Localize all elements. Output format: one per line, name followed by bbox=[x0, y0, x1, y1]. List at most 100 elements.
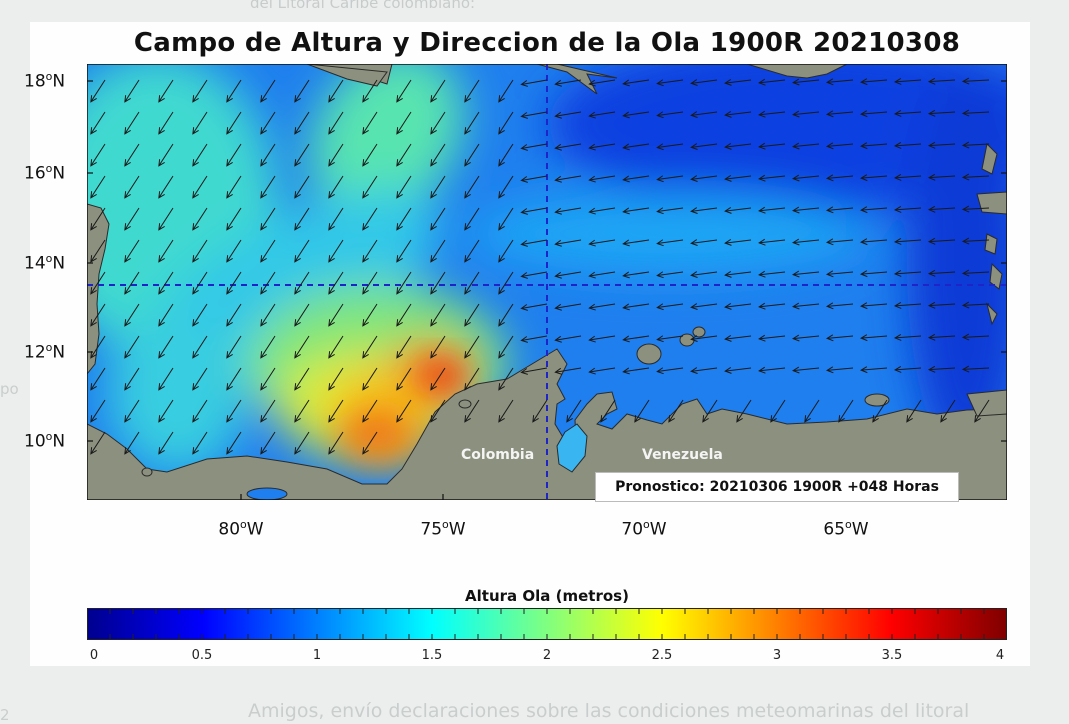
wave-arrow-head bbox=[893, 334, 902, 341]
wave-arrow-head bbox=[124, 383, 131, 391]
wave-arrow bbox=[328, 79, 344, 103]
wave-arrow bbox=[294, 207, 310, 231]
wave-arrow-head bbox=[328, 159, 335, 167]
wave-arrow bbox=[827, 367, 854, 371]
wave-arrow-head bbox=[859, 206, 868, 214]
wave-arrow-head bbox=[362, 383, 369, 391]
wave-arrow bbox=[929, 111, 956, 115]
wave-arrow bbox=[396, 335, 412, 359]
wave-arrow-head bbox=[464, 255, 471, 263]
wave-arrow bbox=[691, 207, 718, 212]
wave-arrow bbox=[929, 207, 956, 211]
wave-arrow bbox=[498, 271, 514, 295]
wave-arrow bbox=[623, 143, 650, 149]
wave-arrow bbox=[328, 271, 344, 295]
wave-arrow bbox=[124, 143, 140, 167]
wave-arrow-head bbox=[328, 351, 335, 359]
wave-arrow bbox=[294, 335, 310, 359]
wave-height-map bbox=[87, 64, 1007, 500]
wave-arrow bbox=[192, 207, 208, 231]
colorbar-ticks bbox=[87, 608, 1007, 640]
wave-arrow-head bbox=[690, 335, 698, 343]
wave-arrow bbox=[623, 175, 650, 181]
wave-arrow-head bbox=[690, 239, 698, 247]
wave-arrow bbox=[362, 175, 378, 199]
map-title: Campo de Altura y Direccion de la Ola 19… bbox=[133, 28, 961, 58]
wave-arrow bbox=[827, 143, 854, 147]
wave-arrow bbox=[657, 143, 684, 149]
wave-arrow-head bbox=[520, 112, 528, 119]
wave-arrow bbox=[589, 335, 616, 341]
central-america-land bbox=[87, 203, 110, 375]
wave-arrow-head bbox=[554, 303, 562, 311]
wave-arrow-head bbox=[668, 415, 675, 423]
wave-arrow bbox=[362, 399, 378, 423]
wave-arrow-head bbox=[893, 110, 902, 117]
wave-arrow-head bbox=[294, 287, 301, 295]
wave-arrow bbox=[498, 335, 514, 359]
wave-arrow-head bbox=[192, 319, 199, 327]
wave-arrow bbox=[328, 431, 344, 455]
wave-arrow bbox=[657, 367, 684, 373]
wave-arrow-head bbox=[656, 367, 664, 375]
wave-arrow-head bbox=[859, 334, 868, 342]
wave-arrow-head bbox=[554, 175, 562, 183]
wave-arrow-head bbox=[520, 176, 528, 183]
wave-arrow bbox=[430, 143, 446, 167]
wave-arrow-head bbox=[124, 255, 131, 263]
wave-arrow-head bbox=[622, 239, 630, 247]
wave-arrow bbox=[555, 335, 582, 341]
wave-arrow bbox=[861, 367, 888, 371]
wave-arrow bbox=[691, 239, 718, 244]
wave-arrow bbox=[158, 111, 174, 135]
wave-arrow-head bbox=[588, 303, 596, 311]
wave-arrow bbox=[226, 207, 242, 231]
wave-arrow bbox=[736, 399, 752, 423]
wave-arrow bbox=[929, 79, 956, 83]
wave-arrow bbox=[396, 79, 412, 103]
wave-arrow-head bbox=[192, 383, 199, 391]
wave-arrow-head bbox=[758, 142, 766, 150]
wave-arrow-head bbox=[192, 255, 199, 263]
wave-arrow bbox=[929, 175, 956, 179]
wave-arrow-head bbox=[724, 238, 732, 246]
wave-arrow-head bbox=[690, 175, 698, 183]
wave-arrow bbox=[328, 175, 344, 199]
wave-arrow bbox=[702, 399, 718, 423]
wave-arrow-head bbox=[498, 287, 505, 295]
wave-arrow bbox=[555, 303, 582, 309]
wave-arrow-head bbox=[328, 287, 335, 295]
wave-arrow-head bbox=[430, 159, 437, 167]
wave-arrow bbox=[725, 175, 752, 180]
wave-arrow-head bbox=[294, 159, 301, 167]
wave-arrow bbox=[974, 399, 990, 423]
wave-arrow-head bbox=[260, 191, 267, 199]
wave-arrow-head bbox=[927, 141, 936, 149]
wave-arrow-head bbox=[825, 110, 834, 118]
wave-arrow bbox=[657, 111, 684, 117]
wave-arrow-head bbox=[192, 351, 199, 359]
wave-arrow-head bbox=[192, 127, 199, 135]
wave-arrow-head bbox=[961, 301, 970, 309]
wave-arrow bbox=[226, 111, 242, 135]
wave-arrow-head bbox=[825, 174, 834, 182]
wave-arrow-head bbox=[893, 206, 902, 213]
wave-arrow-head bbox=[226, 319, 233, 327]
wave-arrow-head bbox=[124, 223, 131, 231]
wave-arrow bbox=[294, 399, 310, 423]
wave-arrow-head bbox=[396, 191, 403, 199]
wave-arrow bbox=[827, 271, 854, 275]
wave-arrow-head bbox=[656, 175, 664, 183]
wave-arrow-head bbox=[792, 174, 800, 182]
wave-arrow-head bbox=[328, 255, 335, 263]
wave-arrow bbox=[226, 399, 242, 423]
wave-arrow-head bbox=[260, 223, 267, 231]
wave-arrow bbox=[464, 271, 480, 295]
wave-arrow bbox=[498, 207, 514, 231]
wave-arrow bbox=[396, 303, 412, 327]
wave-arrow-head bbox=[192, 95, 199, 103]
colorbar-tick-label: 4 bbox=[995, 648, 1005, 663]
wave-arrow bbox=[498, 143, 514, 167]
wave-arrow-head bbox=[520, 336, 528, 343]
wave-arrow-head bbox=[622, 303, 630, 311]
